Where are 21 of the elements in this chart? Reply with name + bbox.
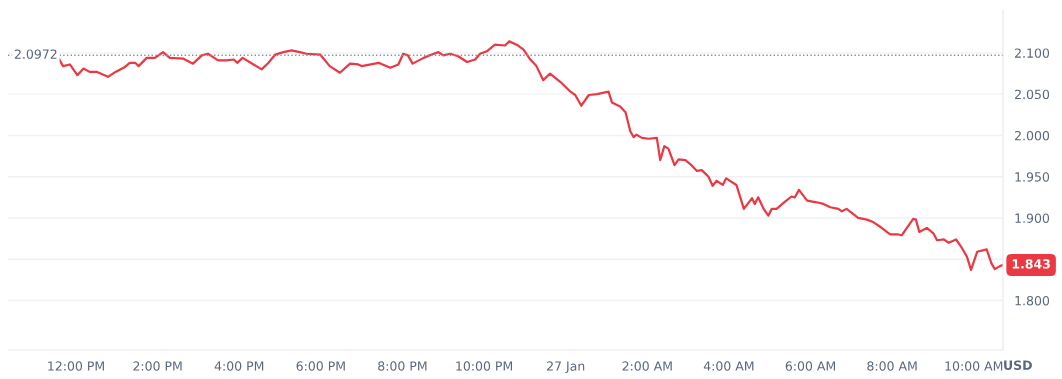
ref-line-label: 2.0972 bbox=[14, 49, 57, 59]
y-tick-label: 2.050 bbox=[1015, 89, 1050, 100]
x-tick-label: 10:00 AM bbox=[945, 361, 1003, 371]
y-tick-label: 2.100 bbox=[1015, 48, 1050, 58]
x-tick-label: 6:00 PM bbox=[296, 361, 345, 371]
y-tick-label: 1.900 bbox=[1015, 213, 1050, 223]
x-tick-label: 12:00 PM bbox=[48, 361, 104, 371]
y-tick-label: 1.800 bbox=[1015, 295, 1050, 306]
x-tick-label: 2:00 PM bbox=[133, 361, 182, 371]
x-tick-label: 27 Jan bbox=[547, 361, 585, 374]
x-tick-label: 4:00 AM bbox=[703, 361, 754, 371]
x-tick-label: 10:00 PM bbox=[456, 361, 513, 371]
y-tick-label: 1.950 bbox=[1015, 172, 1050, 182]
y-axis-title: USD bbox=[1004, 360, 1032, 370]
y-tick-label: 2.000 bbox=[1015, 130, 1050, 141]
x-tick-label: 8:00 AM bbox=[867, 361, 917, 371]
x-tick-label: 2:00 AM bbox=[622, 361, 672, 371]
annotation: 1.843 bbox=[1012, 259, 1050, 269]
x-tick-label: 4:00 PM bbox=[214, 361, 264, 371]
x-tick-label: 8:00 PM bbox=[378, 361, 427, 371]
x-tick-label: 6:00 AM bbox=[785, 361, 835, 371]
